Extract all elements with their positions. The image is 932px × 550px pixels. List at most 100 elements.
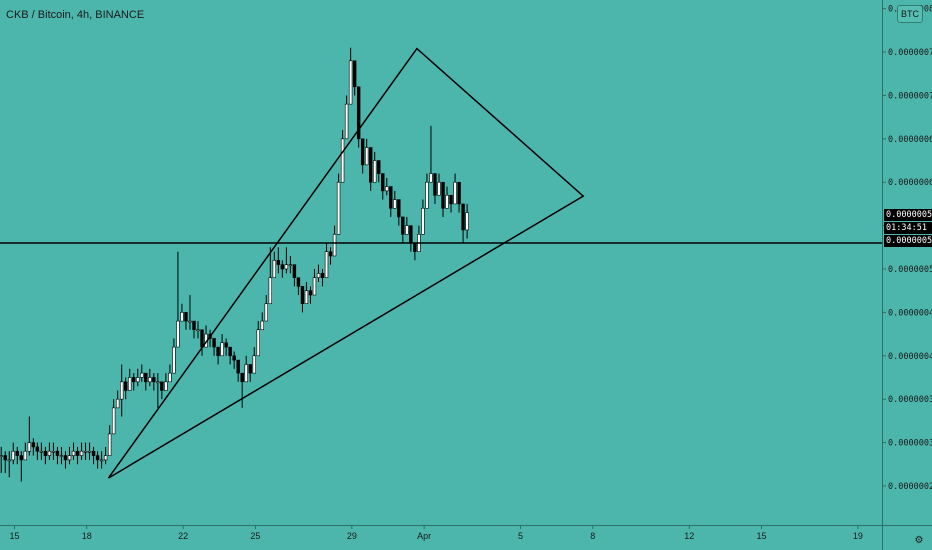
- candle-down: [124, 381, 128, 391]
- candle-up: [437, 181, 441, 196]
- candle-down: [369, 147, 373, 183]
- candle-down: [276, 260, 281, 265]
- candle-up: [445, 194, 449, 209]
- candle-down: [449, 194, 453, 205]
- candle-down: [132, 377, 136, 383]
- candle-up: [87, 450, 92, 453]
- candle-up: [260, 320, 264, 331]
- candle-up: [272, 260, 277, 278]
- candle-up: [405, 225, 409, 235]
- candle-up: [453, 181, 457, 205]
- candle-down: [352, 60, 357, 88]
- last-price-tag: 0.00000056: [884, 209, 932, 221]
- countdown-tag: 01:34:51: [884, 222, 932, 234]
- candle-down: [55, 450, 60, 456]
- candle-up: [39, 450, 44, 453]
- candle-down: [236, 359, 240, 374]
- candle-up: [180, 312, 184, 322]
- price-tick-label: 0.00000075: [888, 48, 932, 58]
- candle-down: [389, 186, 393, 209]
- candle-down: [413, 242, 417, 252]
- candle-down: [308, 290, 313, 296]
- price-tick-label: 0.00000035: [888, 395, 932, 405]
- candle-up: [196, 329, 200, 332]
- candle-down: [75, 450, 80, 456]
- candle-up: [284, 264, 289, 270]
- candle-up: [324, 251, 329, 278]
- candle-up: [67, 455, 72, 461]
- triangle-pattern-line: [107, 47, 585, 479]
- candle-down: [441, 181, 445, 209]
- candle-down: [232, 355, 236, 361]
- candle-up: [336, 181, 341, 235]
- candle-up: [429, 173, 433, 183]
- candle-down: [152, 377, 156, 383]
- candle-down: [95, 455, 100, 461]
- time-tick-label: 12: [684, 531, 694, 541]
- candle-down: [240, 372, 244, 383]
- candle-up: [164, 381, 168, 391]
- candle-up: [23, 450, 28, 461]
- candle-up: [71, 450, 76, 456]
- time-tick-label: 29: [347, 531, 357, 541]
- price-tick-label: 0.00000065: [888, 135, 932, 145]
- candle-up: [47, 450, 52, 456]
- candle-up: [188, 320, 192, 323]
- candle-down: [35, 446, 40, 452]
- candle-down: [457, 181, 461, 205]
- candle-down: [381, 173, 385, 192]
- time-tick-label: 15: [757, 531, 767, 541]
- candle-up: [312, 277, 317, 296]
- candle-up: [304, 290, 309, 305]
- candle-up: [176, 320, 180, 348]
- candle-up: [83, 450, 88, 453]
- candle-up: [0, 455, 3, 457]
- candle-down: [228, 346, 232, 357]
- candle-up: [220, 342, 224, 357]
- candle-up: [99, 459, 104, 462]
- candle-down: [292, 264, 297, 278]
- candle-up: [148, 377, 152, 383]
- candle-up: [156, 381, 160, 384]
- candle-up: [425, 181, 429, 209]
- candle-up: [344, 103, 349, 140]
- candle-up: [7, 459, 11, 462]
- candle-up: [385, 186, 389, 192]
- candle-up: [421, 207, 425, 235]
- candle-down: [192, 320, 196, 331]
- candle-up: [79, 450, 84, 456]
- settings-gear-icon[interactable]: ⚙: [914, 535, 924, 546]
- candle-up: [172, 346, 176, 374]
- candle-up: [288, 264, 293, 266]
- candle-down: [397, 199, 401, 218]
- candle-up: [103, 455, 108, 461]
- candle-up: [119, 381, 124, 400]
- candle-down: [43, 450, 48, 456]
- candle-up: [11, 450, 15, 461]
- candle-up: [268, 277, 273, 305]
- candle-up: [111, 407, 116, 435]
- time-tick-label: 19: [853, 531, 863, 541]
- candle-up: [136, 377, 140, 383]
- candle-up: [115, 398, 120, 409]
- candle-up: [332, 233, 337, 257]
- candle-down: [31, 442, 36, 448]
- chart-title: CKB / Bitcoin, 4h, BINANCE: [6, 9, 145, 21]
- currency-badge[interactable]: BTC: [897, 5, 923, 23]
- candle-down: [160, 381, 164, 391]
- candle-down: [216, 346, 220, 357]
- price-tick-label: 0.00000025: [888, 482, 932, 492]
- candle-down: [200, 329, 204, 348]
- candle-up: [168, 372, 172, 383]
- candle-up: [340, 138, 345, 183]
- candle-down: [19, 455, 23, 461]
- candle-down: [356, 86, 361, 140]
- candle-up: [465, 212, 469, 231]
